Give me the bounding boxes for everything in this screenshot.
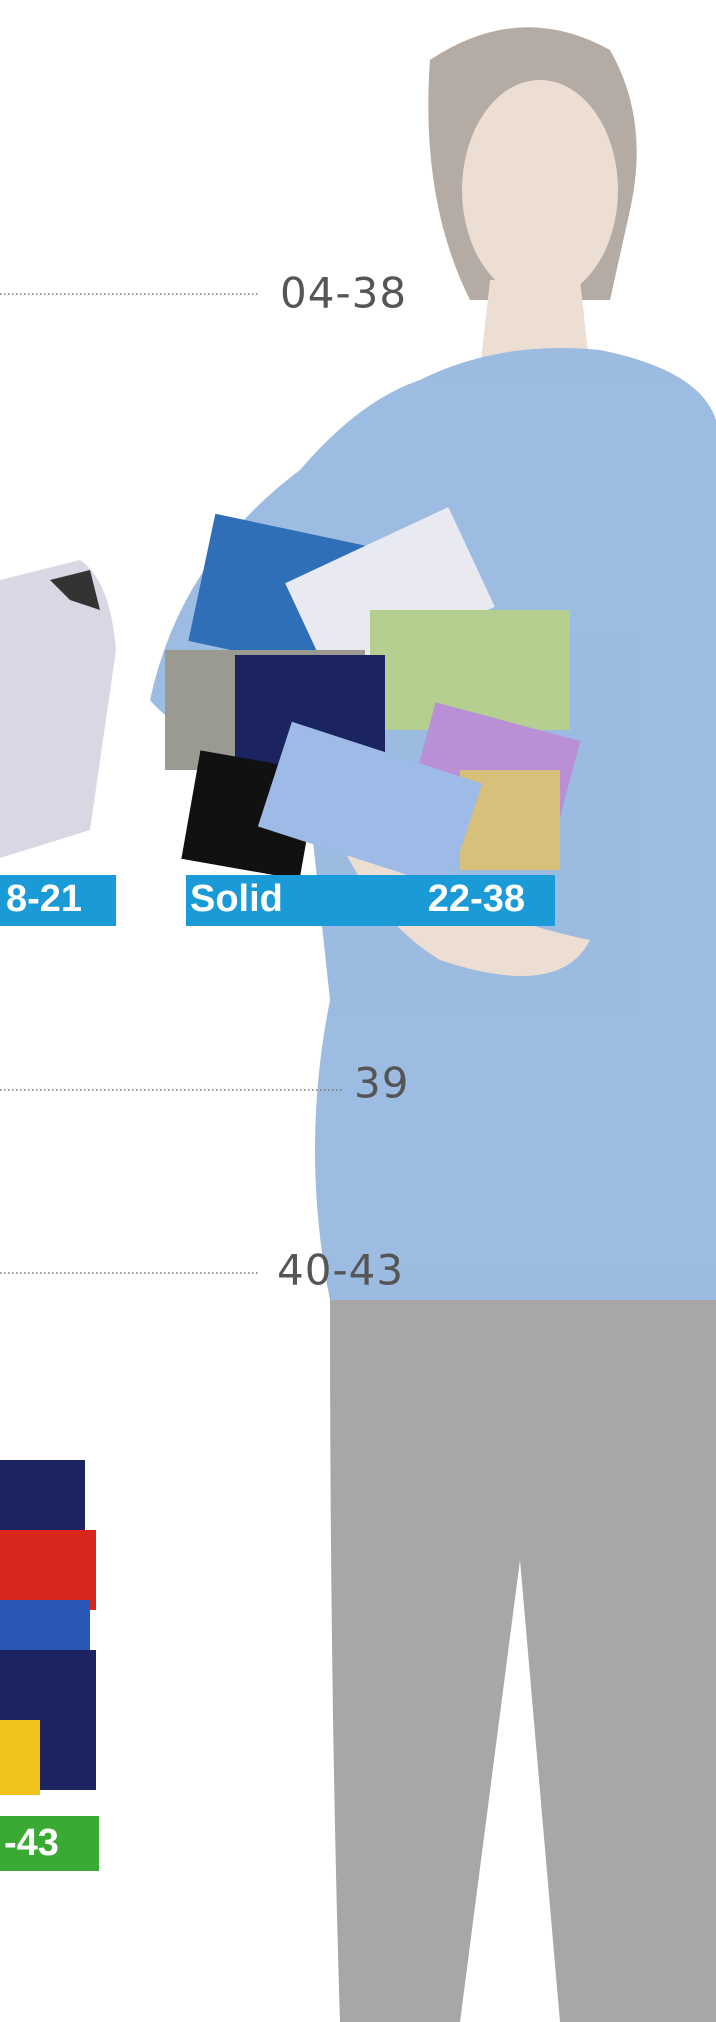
label-pages: 22-38 (428, 878, 525, 920)
label-pages: 8-21 (6, 878, 82, 920)
label-pages: -43 (4, 1822, 59, 1864)
striped-shirt-image (0, 560, 116, 858)
catalog-page: 04-38 39 40-43 8-21 Solid 22-38 -43 (0, 0, 716, 2022)
label-name: Solid (190, 878, 283, 920)
polo-shirts-image (0, 1460, 96, 1795)
page-range: 40-43 (277, 1246, 404, 1295)
model-figure (150, 27, 716, 2022)
page-range: 04-38 (280, 269, 407, 318)
page-range: 39 (354, 1059, 409, 1108)
page: 04-38 39 40-43 8-21 Solid 22-38 -43 (() … (0, 0, 716, 2022)
